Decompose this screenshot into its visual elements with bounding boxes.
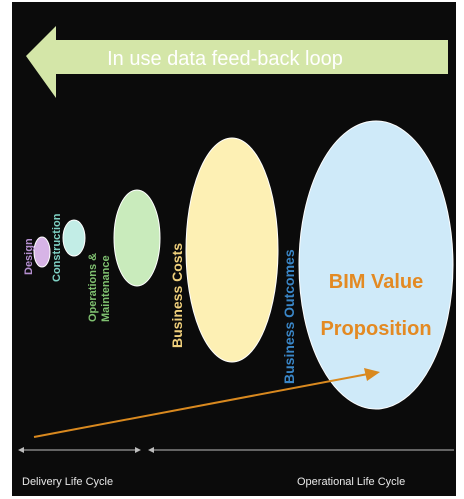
bim-value-line1: BIM Value — [329, 271, 423, 293]
operations-bubble — [113, 189, 161, 287]
business-outcomes-label: Business Outcomes — [281, 249, 297, 384]
delivery-arrow-right — [135, 447, 141, 453]
trend-arrow-line — [33, 373, 369, 438]
operations-label: Operations & — [87, 253, 99, 322]
design-label: Design — [23, 238, 35, 275]
maintenance-label: Maintenance — [100, 255, 112, 322]
operational-life-cycle-label: Operational Life Cycle — [297, 476, 405, 488]
operational-arrow-left — [148, 447, 154, 453]
business-costs-label: Business Costs — [169, 243, 185, 348]
feedback-loop-label: In use data feed-back loop — [107, 48, 343, 70]
bim-value-line2: Proposition — [320, 318, 431, 340]
trend-arrow-head — [364, 368, 380, 381]
business-outcomes-bubble — [298, 120, 454, 410]
delivery-life-cycle-label: Delivery Life Cycle — [22, 476, 113, 488]
construction-bubble — [62, 219, 86, 257]
design-bubble — [33, 236, 51, 268]
feedback-loop-arrow — [26, 26, 448, 98]
delivery-arrow-left — [18, 447, 24, 453]
construction-label: Construction — [51, 213, 63, 282]
business-costs-bubble — [185, 137, 279, 363]
